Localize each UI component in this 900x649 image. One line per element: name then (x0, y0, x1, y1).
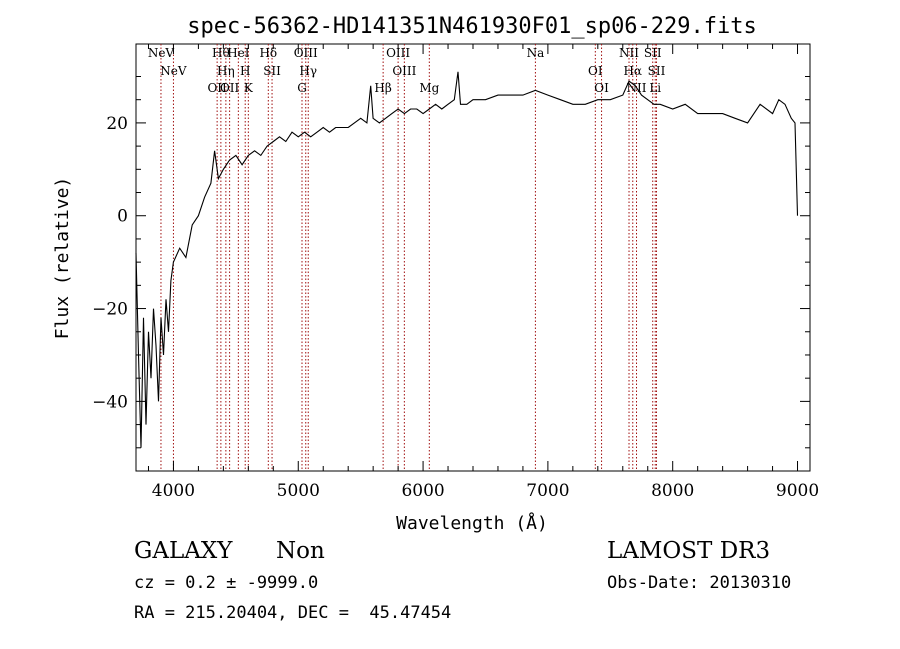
x-axis: 4000 5000 6000 7000 8000 9000 (147, 44, 819, 501)
emission-line-label: Hγ (299, 64, 317, 78)
emission-line-label: Li (649, 81, 661, 95)
y-axis-label: Flux (relative) (52, 177, 73, 340)
x-tick-label: 8000 (651, 481, 694, 501)
object-class: GALAXY (134, 538, 233, 564)
emission-line-label: NII (619, 46, 639, 60)
x-tick-label: 6000 (401, 481, 444, 501)
obs-date: Obs-Date: 20130310 (607, 573, 792, 593)
plot-frame (135, 43, 811, 472)
spectrum-plot: spec-56362-HD141351N461930F01_sp06-229.f… (52, 14, 819, 534)
emission-line-label: HeI (227, 46, 250, 60)
emission-lines (160, 44, 657, 471)
emission-line-label: G (297, 81, 307, 95)
emission-line-label: OIII (386, 46, 410, 60)
emission-line-label: Hη (217, 64, 235, 78)
y-tick-label: 0 (117, 207, 128, 227)
x-tick-label: 5000 (277, 481, 320, 501)
emission-line-label: Hδ (259, 46, 277, 60)
emission-line-label: OII (220, 81, 240, 95)
spectrum-line (135, 71, 799, 448)
emission-line-label: SII (263, 64, 281, 78)
emission-line-label: NeV (148, 46, 175, 60)
x-tick-label: 4000 (152, 481, 195, 501)
emission-line-label: Hθ (212, 46, 230, 60)
emission-line-label: OI (588, 64, 603, 78)
object-subclass: Non (276, 538, 325, 564)
x-tick-label: 7000 (526, 481, 569, 501)
emission-line-label: SII (644, 46, 662, 60)
chart-title: spec-56362-HD141351N461930F01_sp06-229.f… (187, 14, 757, 39)
y-tick-label: −40 (92, 392, 128, 412)
emission-line-label: SII (648, 64, 666, 78)
x-axis-label: Wavelength (Å) (396, 512, 548, 534)
emission-line-label: H (240, 64, 250, 78)
y-tick-label: 20 (106, 114, 128, 134)
emission-line-label: OIII (294, 46, 318, 60)
emission-line-label: Hα (623, 64, 642, 78)
spectrum-series (135, 71, 799, 448)
emission-line-label: Na (527, 46, 545, 60)
survey-name: LAMOST DR3 (607, 538, 771, 564)
coordinates: RA = 215.20404, DEC = 45.47454 (134, 603, 452, 623)
emission-line-label: Mg (419, 81, 439, 95)
y-axis: −40 −20 0 20 (92, 75, 810, 449)
emission-line-label: NeV (160, 64, 187, 78)
emission-line-label: OI (594, 81, 609, 95)
emission-line-label: K (244, 81, 254, 95)
emission-line-label: Hβ (374, 81, 391, 95)
emission-line-label: OII (207, 81, 227, 95)
line-labels: NeVNeVOIIHθHηOIIHeIHKHδSIIGOIIIHγHβOIIIO… (148, 46, 666, 95)
emission-line-label: OIII (392, 64, 416, 78)
x-tick-label: 9000 (776, 481, 819, 501)
redshift-readout: cz = 0.2 ± -9999.0 (134, 573, 319, 593)
y-tick-label: −20 (92, 300, 128, 320)
